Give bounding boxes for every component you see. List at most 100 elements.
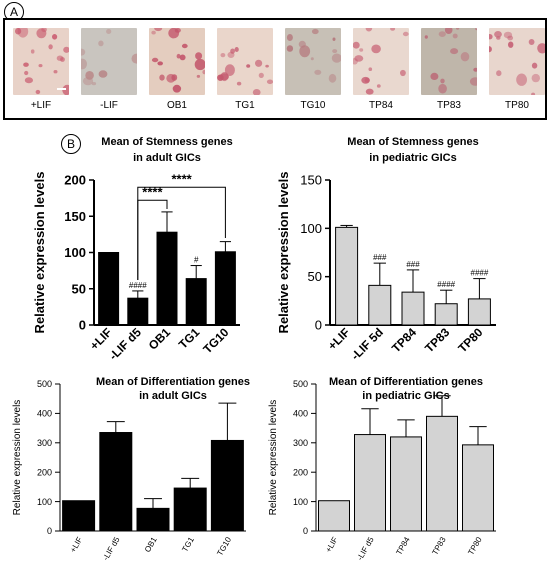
bar-tp84 [401, 291, 425, 326]
bar-tg1 [173, 487, 207, 532]
y-tick-label: 0 [315, 318, 322, 333]
y-tick-label: 50 [308, 269, 322, 284]
bar-tp80 [462, 444, 494, 532]
chart-title-line: in pediatric GICs [362, 390, 449, 402]
category-label: TP83 [430, 535, 448, 557]
microscopy-image-6 [353, 28, 409, 95]
y-tick-label: 500 [37, 379, 52, 389]
bar-tg1 [185, 278, 207, 326]
bar-lifd5 [354, 434, 386, 532]
bar-lifd5 [127, 297, 149, 326]
y-tick-label: 0 [47, 526, 52, 536]
category-label: -LIF d5 [355, 535, 376, 562]
category-label: TP80 [455, 325, 485, 355]
y-tick-label: 300 [293, 438, 308, 448]
y-tick-label: 50 [72, 281, 86, 296]
microscopy-caption-1: +LIF [30, 100, 52, 111]
y-tick-label: 100 [300, 221, 322, 236]
category-label: +LIF [68, 535, 84, 554]
category-label: OB1 [146, 325, 174, 353]
category-label: TP84 [389, 325, 419, 355]
y-tick-label: 200 [64, 173, 86, 188]
chart-title-line: in pediatric GICs [369, 152, 456, 164]
significance-mark: ### [373, 253, 387, 262]
microscopy-caption-3: OB1 [166, 100, 187, 111]
y-tick-label: 100 [64, 245, 86, 260]
category-label: TG1 [176, 325, 203, 352]
y-tick-label: 200 [293, 467, 308, 477]
bracket-label: **** [171, 171, 192, 186]
bar-lif5d [368, 284, 392, 326]
microscopy-caption-5: TG10 [300, 100, 326, 111]
bracket-label: **** [142, 184, 163, 199]
bar-tg10 [210, 439, 244, 532]
microscopy-caption-8: TP80 [505, 100, 529, 111]
bar-lif [62, 500, 96, 532]
y-axis-label: Relative expression levels [12, 400, 23, 516]
significance-mark: #### [437, 280, 455, 289]
y-tick-label: 0 [303, 526, 308, 536]
microscopy-image-5 [285, 28, 341, 95]
bar-tp83 [434, 303, 458, 326]
microscopy-caption-2: -LIF [100, 100, 118, 111]
microscopy-image-4 [217, 28, 273, 95]
category-label: TP80 [466, 535, 484, 557]
category-label: TP83 [422, 325, 452, 355]
y-tick-label: 300 [37, 438, 52, 448]
chart-title-line: in adult GICs [139, 390, 207, 402]
bar-tg10 [214, 251, 236, 326]
bar-lif [98, 252, 120, 326]
bar-charts-panel: Mean of Stemness genes in adult GICs Relat… [12, 136, 496, 562]
bar-tp83 [426, 415, 458, 532]
chart-title-line: Mean of Stemness genes [101, 136, 232, 148]
y-tick-label: 200 [37, 467, 52, 477]
category-label: +LIF [325, 325, 353, 353]
y-axis-label: Relative expression levels [268, 400, 279, 516]
chart-4: Mean of Differentiation genes in pediatri… [268, 376, 496, 562]
y-tick-label: 0 [79, 318, 86, 333]
chart-title-line: Mean of Differentiation genes [329, 376, 483, 388]
bar-lif [318, 500, 350, 532]
chart-3: Mean of Differentiation genes in adult GI… [12, 376, 250, 562]
y-tick-label: 400 [37, 409, 52, 419]
category-label: -LIF 5d [348, 325, 386, 363]
category-label: TG1 [180, 535, 196, 553]
y-tick-label: 150 [300, 173, 322, 188]
chart-title-line: in adult GICs [133, 152, 201, 164]
chart-2: Mean of Stemness genes in pediatric GICs R… [276, 136, 496, 363]
bar-tp84 [390, 436, 422, 532]
bar-tp80 [467, 298, 491, 326]
y-axis-label: Relative expression levels [32, 172, 47, 334]
significance-mark: ### [406, 260, 420, 269]
chart-title-line: Mean of Stemness genes [347, 136, 478, 148]
bar-lif [335, 226, 359, 326]
category-label: +LIF [324, 535, 340, 554]
y-tick-label: 150 [64, 209, 86, 224]
microscopy-image-3 [149, 28, 205, 95]
y-tick-label: 400 [293, 409, 308, 419]
significance-mark: #### [129, 281, 147, 290]
microscopy-caption-6: TP84 [369, 100, 393, 111]
microscopy-image-2 [81, 28, 137, 95]
y-axis-label: Relative expression levels [276, 172, 291, 334]
y-tick-label: 500 [293, 379, 308, 389]
y-tick-label: 100 [293, 497, 308, 507]
microscopy-image-8 [489, 28, 545, 95]
category-label: TG10 [215, 535, 233, 557]
chart-1: Mean of Stemness genes in adult GICs Relat… [32, 136, 240, 363]
bar-ob1 [156, 231, 178, 326]
microscopy-image-7 [421, 28, 477, 95]
significance-bracket [137, 186, 226, 281]
bar-lifd5 [99, 432, 133, 532]
significance-mark: #### [471, 269, 489, 278]
category-label: OB1 [143, 535, 159, 554]
microscopy-image-1 [13, 28, 69, 95]
chart-title-line: Mean of Differentiation genes [96, 376, 250, 388]
significance-mark: # [194, 256, 199, 265]
bar-ob1 [136, 507, 170, 532]
category-label: -LIF d5 [101, 535, 122, 562]
y-tick-label: 100 [37, 497, 52, 507]
microscopy-image-strip: +LIF -LIF OB1 TG1 TG10 TP84 TP83 TP80 [3, 18, 547, 120]
category-label: TP84 [394, 535, 412, 557]
category-label: -LIF d5 [106, 325, 144, 363]
